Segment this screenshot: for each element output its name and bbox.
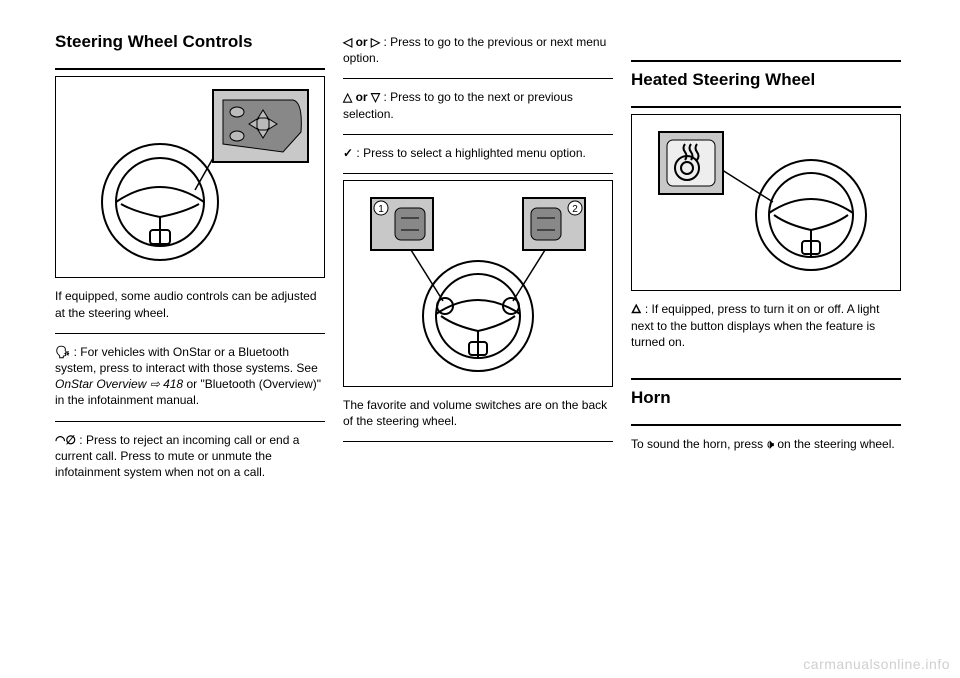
- steering-wheel-controls-illustration: [65, 82, 315, 272]
- steering-controls-caption: If equipped, some audio controls can be …: [55, 288, 325, 320]
- horn-title: Horn: [631, 388, 901, 408]
- left-right-icon: ◁ or ▷: [343, 35, 380, 49]
- onstar-paragraph: 🗣 : For vehicles with OnStar or a Blueto…: [55, 344, 325, 409]
- column-1: Steering Wheel Controls: [55, 30, 325, 486]
- onstar-reference: OnStar Overview ⇨ 418: [55, 377, 183, 391]
- divider: [631, 106, 901, 108]
- select-text: : Press to select a highlighted menu opt…: [353, 146, 586, 160]
- divider: [343, 134, 613, 135]
- check-icon: ✓: [343, 146, 353, 160]
- spacer: [631, 356, 901, 370]
- divider: [343, 441, 613, 442]
- end-call-icon: ◠∅: [55, 433, 76, 447]
- reject-call-text: : Press to reject an incoming call or en…: [55, 433, 299, 479]
- heated-wheel-icon: 🜂: [631, 302, 642, 316]
- up-down-icon: △ or ▽: [343, 90, 380, 104]
- steering-controls-figure: [55, 76, 325, 278]
- heated-wheel-figure: [631, 114, 901, 291]
- divider: [343, 78, 613, 79]
- divider: [343, 173, 613, 174]
- rear-switches-caption: The favorite and volume switches are on …: [343, 397, 613, 429]
- svg-text:1: 1: [378, 204, 384, 215]
- divider: [55, 333, 325, 334]
- voice-icon: 🗣: [55, 345, 70, 359]
- reject-call-paragraph: ◠∅ : Press to reject an incoming call or…: [55, 432, 325, 481]
- watermark: carmanualsonline.info: [803, 656, 950, 672]
- divider: [631, 60, 901, 62]
- divider: [631, 378, 901, 380]
- horn-text-prefix: To sound the horn, press: [631, 437, 766, 451]
- up-down-paragraph: △ or ▽ : Press to go to the next or prev…: [343, 89, 613, 121]
- rear-switches-illustration: 1 2: [353, 186, 603, 381]
- divider: [631, 424, 901, 426]
- prev-next-text: : Press to go to the previous or next me…: [343, 35, 606, 65]
- select-paragraph: ✓ : Press to select a highlighted menu o…: [343, 145, 613, 161]
- steering-wheel-controls-title: Steering Wheel Controls: [55, 32, 325, 52]
- prev-next-paragraph: ◁ or ▷ : Press to go to the previous or …: [343, 34, 613, 66]
- heated-wheel-illustration: [641, 120, 891, 285]
- spacer: [631, 30, 901, 52]
- rear-switches-figure: 1 2: [343, 180, 613, 387]
- onstar-text-prefix: : For vehicles with OnStar or a Bluetoot…: [55, 345, 318, 375]
- heated-wheel-title: Heated Steering Wheel: [631, 70, 901, 90]
- column-3: Heated Steering Wheel: [631, 30, 901, 486]
- horn-text-suffix: on the steering wheel.: [774, 437, 895, 451]
- horn-paragraph: To sound the horn, press 🕩 on the steeri…: [631, 436, 901, 452]
- horn-icon: 🕩: [766, 437, 774, 451]
- heated-wheel-text: : If equipped, press to turn it on or of…: [631, 302, 879, 348]
- divider: [55, 421, 325, 422]
- column-2: ◁ or ▷ : Press to go to the previous or …: [343, 30, 613, 486]
- svg-text:2: 2: [572, 204, 578, 215]
- heated-wheel-paragraph: 🜂 : If equipped, press to turn it on or …: [631, 301, 901, 350]
- divider: [55, 68, 325, 70]
